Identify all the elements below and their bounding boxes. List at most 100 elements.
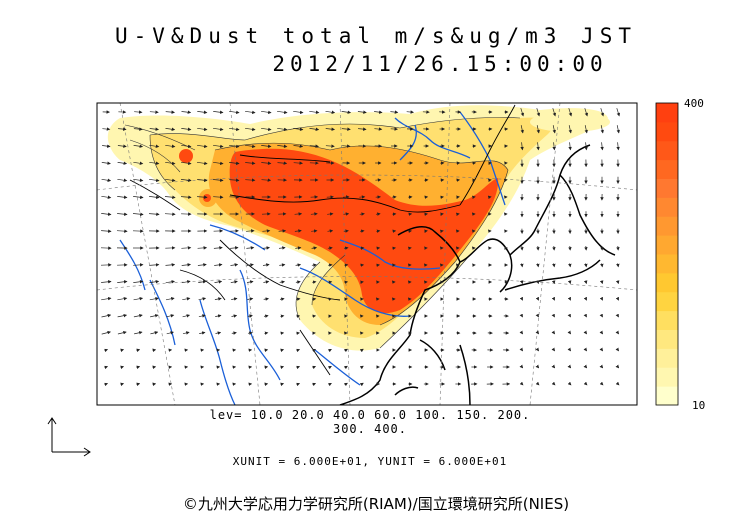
- wind-arrow: [181, 110, 192, 114]
- wind-arrow: [599, 347, 604, 352]
- wind-arrow: [262, 229, 271, 233]
- wind-arrow: [536, 108, 541, 117]
- wind-arrow: [359, 348, 364, 353]
- colorbar-swatch: [656, 272, 678, 293]
- wind-arrow: [328, 280, 333, 284]
- contour-lines: [124, 117, 521, 349]
- wind-arrow: [390, 110, 399, 114]
- wind-arrow: [182, 297, 191, 301]
- wind-arrow: [104, 348, 109, 353]
- wind-arrow: [567, 364, 572, 369]
- wind-arrow: [230, 263, 239, 267]
- wind-arrow: [117, 144, 127, 148]
- wind-arrow: [615, 381, 620, 386]
- wind-arrow: [133, 195, 144, 199]
- wind-arrow: [229, 178, 240, 182]
- wind-arrow: [181, 280, 191, 284]
- wind-arrow: [263, 280, 270, 284]
- wind-arrow: [182, 314, 191, 318]
- wind-arrow: [214, 263, 223, 267]
- wind-arrow: [293, 161, 303, 165]
- wind-arrow: [535, 330, 540, 335]
- wind-arrow: [120, 348, 125, 353]
- wind-arrow: [149, 127, 159, 131]
- wind-arrow: [165, 161, 176, 166]
- wind-arrow: [520, 263, 524, 268]
- colorbar-swatch: [656, 140, 678, 161]
- wind-arrow: [296, 382, 301, 387]
- wind-arrow: [264, 382, 269, 386]
- wind-arrow: [152, 365, 157, 369]
- wind-arrow: [325, 144, 335, 148]
- wind-arrow: [279, 280, 285, 284]
- wind-arrow: [181, 246, 192, 250]
- wind-arrow: [133, 296, 144, 301]
- wind-arrow: [101, 229, 112, 233]
- wind-arrow: [615, 364, 620, 369]
- colorbar-swatch: [656, 103, 678, 123]
- wind-arrow: [117, 280, 128, 284]
- wind-vectors: [100, 108, 621, 387]
- rivers: [119, 111, 506, 405]
- borders: [129, 104, 516, 376]
- wind-arrow: [277, 161, 288, 165]
- wind-arrow: [213, 195, 224, 199]
- wind-arrow: [197, 144, 208, 149]
- wind-arrow: [101, 296, 112, 301]
- wind-arrow: [568, 125, 572, 134]
- wind-arrow: [245, 161, 256, 165]
- colorbar: [656, 103, 678, 406]
- wind-arrow: [309, 110, 320, 115]
- wind-arrow: [134, 110, 143, 114]
- wind-arrow: [149, 297, 159, 301]
- wind-arrow: [600, 263, 604, 268]
- wind-arrow: [277, 127, 288, 132]
- wind-arrow: [164, 212, 176, 216]
- wind-arrow: [328, 263, 333, 267]
- wind-arrow: [374, 127, 383, 131]
- wind-arrow: [616, 108, 621, 117]
- wind-arrow: [536, 263, 540, 268]
- wind-arrow: [295, 246, 302, 250]
- wind-arrow: [181, 127, 192, 131]
- wind-arrow: [615, 313, 619, 318]
- dust-hotspot-1: [179, 149, 193, 163]
- wind-arrow: [294, 212, 303, 216]
- wind-arrow: [295, 280, 301, 284]
- wind-arrow: [519, 364, 524, 369]
- wind-arrow: [117, 178, 128, 183]
- wind-arrow: [214, 297, 222, 301]
- wind-arrow: [102, 144, 111, 148]
- contour-levels-line2: 300. 400.: [332, 422, 408, 436]
- wind-arrow: [310, 212, 318, 216]
- wind-arrow: [247, 297, 254, 301]
- wind-arrow: [293, 144, 304, 148]
- wind-arrow: [568, 108, 573, 117]
- wind-arrow: [312, 382, 317, 387]
- wind-arrow: [181, 161, 192, 166]
- wind-arrow: [293, 127, 304, 131]
- vector-units: XUNIT = 6.000E+01, YUNIT = 6.000E+01: [232, 455, 508, 468]
- dust-plume-arm: [530, 112, 610, 132]
- wind-arrow: [166, 314, 175, 318]
- wind-arrow: [584, 125, 588, 134]
- wind-arrow: [406, 110, 414, 114]
- wind-arrow: [519, 330, 524, 335]
- wind-arrow: [599, 296, 603, 301]
- colorbar-swatch: [656, 121, 678, 142]
- wind-arrow: [165, 297, 175, 301]
- wind-arrow: [295, 263, 302, 267]
- wind-arrow: [196, 161, 208, 166]
- wind-arrow: [261, 161, 272, 165]
- wind-arrow: [149, 280, 160, 284]
- wind-arrow: [245, 178, 256, 182]
- wind-arrow: [117, 195, 128, 199]
- colorbar-swatch: [656, 197, 678, 217]
- wind-arrow: [245, 144, 256, 149]
- colorbar-swatch: [656, 254, 678, 274]
- wind-arrow: [117, 330, 127, 335]
- wind-arrow: [213, 178, 224, 182]
- wind-arrow: [327, 229, 334, 233]
- wind-arrow: [198, 314, 206, 318]
